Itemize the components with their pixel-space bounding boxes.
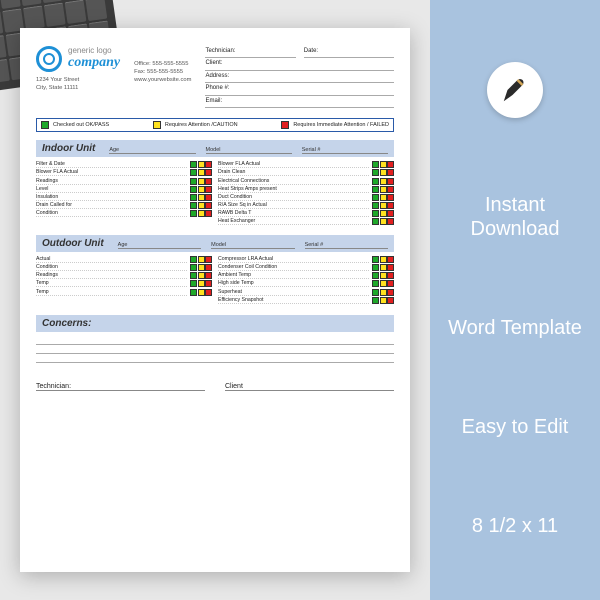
checklist-item: Level [36, 186, 212, 193]
checklist-item: Heat Exchanger [218, 218, 394, 225]
checklist-item: Condition [36, 210, 212, 217]
side-size: 8 1/2 x 11 [472, 514, 558, 538]
logo-line2: company [68, 55, 120, 71]
checklist-item: Duct Condition [218, 194, 394, 201]
company-block: generic logo company 1234 Your Street Ci… [36, 46, 120, 108]
header-fields: Technician:Date: Client: Address: Phone … [205, 46, 394, 108]
document-page: generic logo company 1234 Your Street Ci… [20, 28, 410, 572]
checklist-item: Blower FLA Actual [36, 169, 212, 176]
checklist-item: Heat Strips Amps present [218, 186, 394, 193]
checklist-item: Filter & Date [36, 161, 212, 168]
outdoor-checklist: ActualConditionReadingsTempTemp Compress… [36, 255, 394, 305]
checklist-item: Condenser Coil Condition [218, 264, 394, 271]
checklist-item: Compressor LRA Actual [218, 256, 394, 263]
fail-box [281, 121, 289, 129]
outdoor-unit-header: Outdoor Unit Age Model Serial # [36, 235, 394, 252]
pen-icon [500, 75, 530, 105]
checklist-item: Ambient Temp [218, 272, 394, 279]
side-easy-edit: Easy to Edit [462, 415, 569, 439]
checklist-item: Readings [36, 178, 212, 185]
checklist-item: RAWB Delta T [218, 210, 394, 217]
caution-box [153, 121, 161, 129]
checklist-item: Blower FLA Actual [218, 161, 394, 168]
address: 1234 Your Street City, State 11111 [36, 76, 120, 92]
logo-line1: generic logo [68, 46, 120, 55]
pen-badge [487, 62, 543, 118]
checklist-item: Drain Clean [218, 169, 394, 176]
checklist-item: Efficiency Snapshot [218, 297, 394, 304]
checklist-item: Readings [36, 272, 212, 279]
checklist-item: Temp [36, 289, 212, 296]
concerns-header: Concerns: [36, 315, 394, 332]
checklist-item: Condition [36, 264, 212, 271]
checklist-item: Electrical Connections [218, 178, 394, 185]
indoor-checklist: Filter & DateBlower FLA ActualReadingsLe… [36, 160, 394, 227]
logo-icon [36, 46, 62, 72]
side-panel: Instant Download Word Template Easy to E… [430, 0, 600, 600]
checklist-item: R/A Size Sq in Actual [218, 202, 394, 209]
checklist-item: Insulation [36, 194, 212, 201]
indoor-unit-header: Indoor Unit Age Model Serial # [36, 140, 394, 157]
pass-box [41, 121, 49, 129]
side-instant-download: Instant Download [438, 193, 592, 241]
checklist-item: High side Temp [218, 280, 394, 287]
checklist-item: Actual [36, 256, 212, 263]
checklist-item: Superheat [218, 289, 394, 296]
side-word-template: Word Template [448, 316, 582, 340]
contact-info: Office: 555-555-5555 Fax: 555-555-5555 w… [134, 60, 191, 108]
concerns-lines [36, 336, 394, 363]
signatures: Technician: Client [36, 371, 394, 391]
status-legend: Checked out OK/PASS Requires Attention /… [36, 118, 394, 132]
checklist-item: Temp [36, 280, 212, 287]
checklist-item: Drain Called for [36, 202, 212, 209]
